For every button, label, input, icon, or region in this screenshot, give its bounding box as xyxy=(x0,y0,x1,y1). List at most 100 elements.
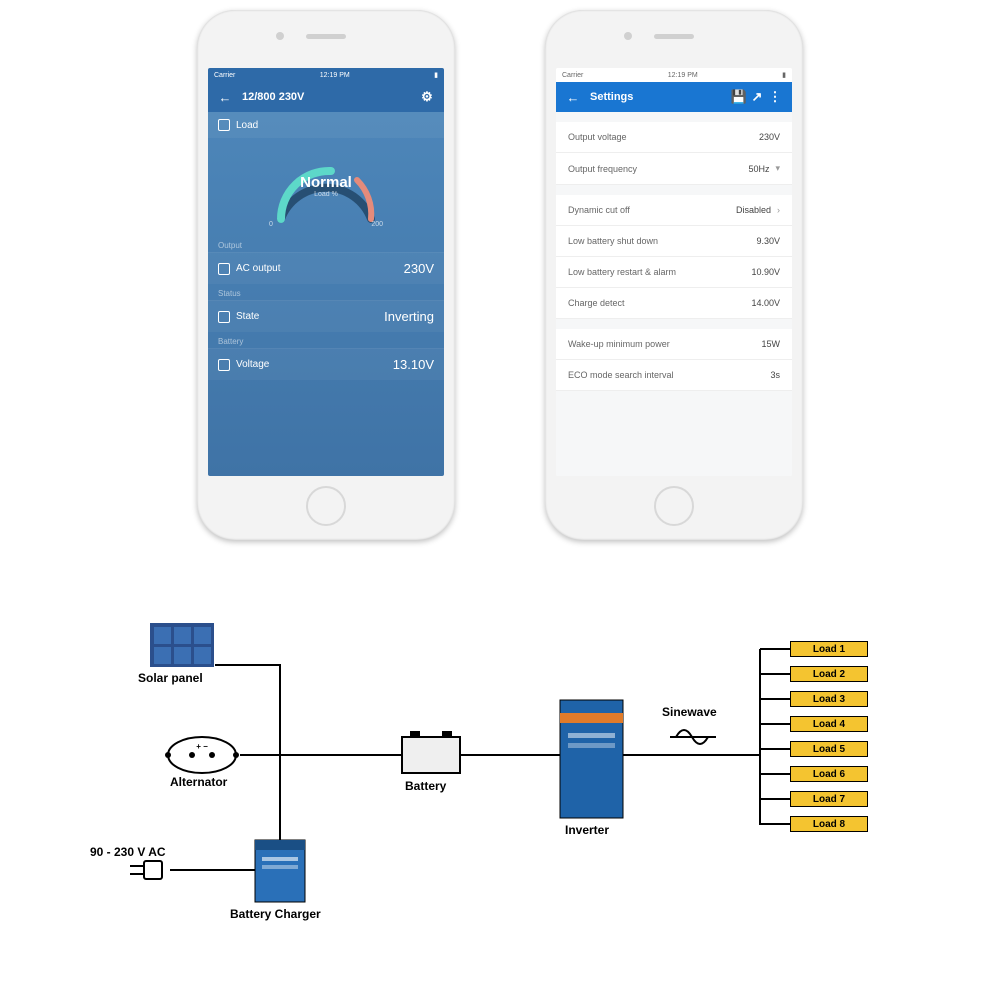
label-charger: Battery Charger xyxy=(230,907,321,921)
settings-key: ECO mode search interval xyxy=(568,370,770,380)
gauge-status: Normal xyxy=(261,174,391,191)
solar-panel-icon xyxy=(150,623,214,667)
nav-title: Settings xyxy=(582,91,730,103)
label-ac-in: 90 - 230 V AC xyxy=(90,845,166,859)
settings-row[interactable]: Low battery shut down9.30V xyxy=(556,226,792,257)
ac-output-value: 230V xyxy=(404,261,434,276)
settings-value: 50Hz xyxy=(748,164,769,174)
row-state[interactable]: State Inverting xyxy=(208,300,444,332)
chevron-right-icon[interactable]: › xyxy=(777,205,780,215)
screen-settings: Carrier 12:19 PM ▮ ← Settings 💾 ↗ ⋮ Outp… xyxy=(556,68,792,476)
save-icon[interactable]: 💾 xyxy=(730,89,748,105)
phone-mockups: Carrier 12:19 PM ▮ ← 12/800 230V ⚙ Load xyxy=(0,0,1000,540)
settings-row[interactable]: ECO mode search interval3s xyxy=(556,360,792,391)
gauge-sub: Load % xyxy=(261,191,391,198)
label-solar: Solar panel xyxy=(138,671,203,685)
phone-left: Carrier 12:19 PM ▮ ← 12/800 230V ⚙ Load xyxy=(197,10,455,540)
battery-icon: ▮ xyxy=(782,71,786,79)
voltage-icon xyxy=(218,359,230,371)
settings-row[interactable]: Dynamic cut offDisabled › xyxy=(556,195,792,226)
load-icon xyxy=(218,119,230,131)
svg-text:+ −: + − xyxy=(196,742,208,751)
inverter-icon xyxy=(560,700,623,818)
settings-body: Output voltage230VOutput frequency50Hz▾ … xyxy=(556,112,792,476)
label-sinewave: Sinewave xyxy=(662,705,717,719)
state-value: Inverting xyxy=(384,309,434,324)
battery-icon xyxy=(402,731,460,773)
settings-row[interactable]: Wake-up minimum power15W xyxy=(556,329,792,360)
system-diagram: + − Solar pan xyxy=(120,605,880,965)
status-bar: Carrier 12:19 PM ▮ xyxy=(556,68,792,82)
back-icon[interactable]: ← xyxy=(564,90,582,105)
voltage-label: Voltage xyxy=(236,359,269,370)
section-output: Output xyxy=(208,236,444,252)
settings-row[interactable]: Low battery restart & alarm10.90V xyxy=(556,257,792,288)
load-box: Load 1 xyxy=(790,641,868,657)
back-icon[interactable]: ← xyxy=(216,90,234,105)
settings-row[interactable]: Output frequency50Hz ▾ xyxy=(556,153,792,185)
clock-label: 12:19 PM xyxy=(668,72,698,79)
settings-key: Charge detect xyxy=(568,298,751,308)
phone-speaker xyxy=(654,34,694,39)
load-header: Load xyxy=(208,112,444,138)
row-voltage[interactable]: Voltage 13.10V xyxy=(208,348,444,380)
gauge-max: 200 xyxy=(371,221,383,228)
settings-key: Low battery restart & alarm xyxy=(568,267,751,277)
settings-value: 3s xyxy=(770,370,780,380)
settings-value: Disabled xyxy=(736,205,771,215)
settings-key: Output voltage xyxy=(568,132,759,142)
phone-speaker xyxy=(306,34,346,39)
settings-value: 14.00V xyxy=(751,298,780,308)
gauge-min: 0 xyxy=(269,221,273,228)
sinewave-icon xyxy=(670,730,716,744)
screen-load: Carrier 12:19 PM ▮ ← 12/800 230V ⚙ Load xyxy=(208,68,444,476)
alternator-icon: + − xyxy=(165,737,239,773)
phone-right: Carrier 12:19 PM ▮ ← Settings 💾 ↗ ⋮ Outp… xyxy=(545,10,803,540)
more-icon[interactable]: ⋮ xyxy=(766,89,784,105)
settings-key: Dynamic cut off xyxy=(568,205,736,215)
load-label: Load xyxy=(236,120,258,131)
phone-camera xyxy=(276,32,284,40)
load-box: Load 6 xyxy=(790,766,868,782)
section-status: Status xyxy=(208,284,444,300)
navbar-settings: ← Settings 💾 ↗ ⋮ xyxy=(556,82,792,112)
home-button[interactable] xyxy=(654,486,694,526)
phone-camera xyxy=(624,32,632,40)
settings-value: 230V xyxy=(759,132,780,142)
label-battery: Battery xyxy=(405,779,446,793)
settings-key: Low battery shut down xyxy=(568,236,756,246)
dropdown-icon[interactable]: ▾ xyxy=(775,163,780,174)
settings-value: 10.90V xyxy=(751,267,780,277)
battery-icon: ▮ xyxy=(434,71,438,79)
home-button[interactable] xyxy=(306,486,346,526)
carrier-label: Carrier xyxy=(562,72,583,79)
status-bar: Carrier 12:19 PM ▮ xyxy=(208,68,444,82)
row-ac-output[interactable]: AC output 230V xyxy=(208,252,444,284)
gear-icon[interactable]: ⚙ xyxy=(418,89,436,105)
load-box: Load 8 xyxy=(790,816,868,832)
battery-charger-icon xyxy=(255,840,305,902)
settings-key: Wake-up minimum power xyxy=(568,339,761,349)
settings-value: 9.30V xyxy=(756,236,780,246)
settings-row[interactable]: Output voltage230V xyxy=(556,122,792,153)
load-screen-body: Load Normal Load % xyxy=(208,112,444,476)
settings-value: 15W xyxy=(761,339,780,349)
load-box: Load 7 xyxy=(790,791,868,807)
load-box: Load 2 xyxy=(790,666,868,682)
load-box: Load 4 xyxy=(790,716,868,732)
gauge: Normal Load % 0 200 xyxy=(208,138,444,236)
ac-output-label: AC output xyxy=(236,263,280,274)
nav-title: 12/800 230V xyxy=(234,91,418,103)
carrier-label: Carrier xyxy=(214,72,235,79)
ac-plug-icon xyxy=(130,861,162,879)
settings-row[interactable]: Charge detect14.00V xyxy=(556,288,792,319)
label-inverter: Inverter xyxy=(565,823,609,837)
state-label: State xyxy=(236,311,259,322)
state-icon xyxy=(218,311,230,323)
settings-key: Output frequency xyxy=(568,164,748,174)
label-alternator: Alternator xyxy=(170,775,227,789)
plug-icon xyxy=(218,263,230,275)
load-box: Load 5 xyxy=(790,741,868,757)
share-icon[interactable]: ↗ xyxy=(748,89,766,105)
navbar: ← 12/800 230V ⚙ xyxy=(208,82,444,112)
